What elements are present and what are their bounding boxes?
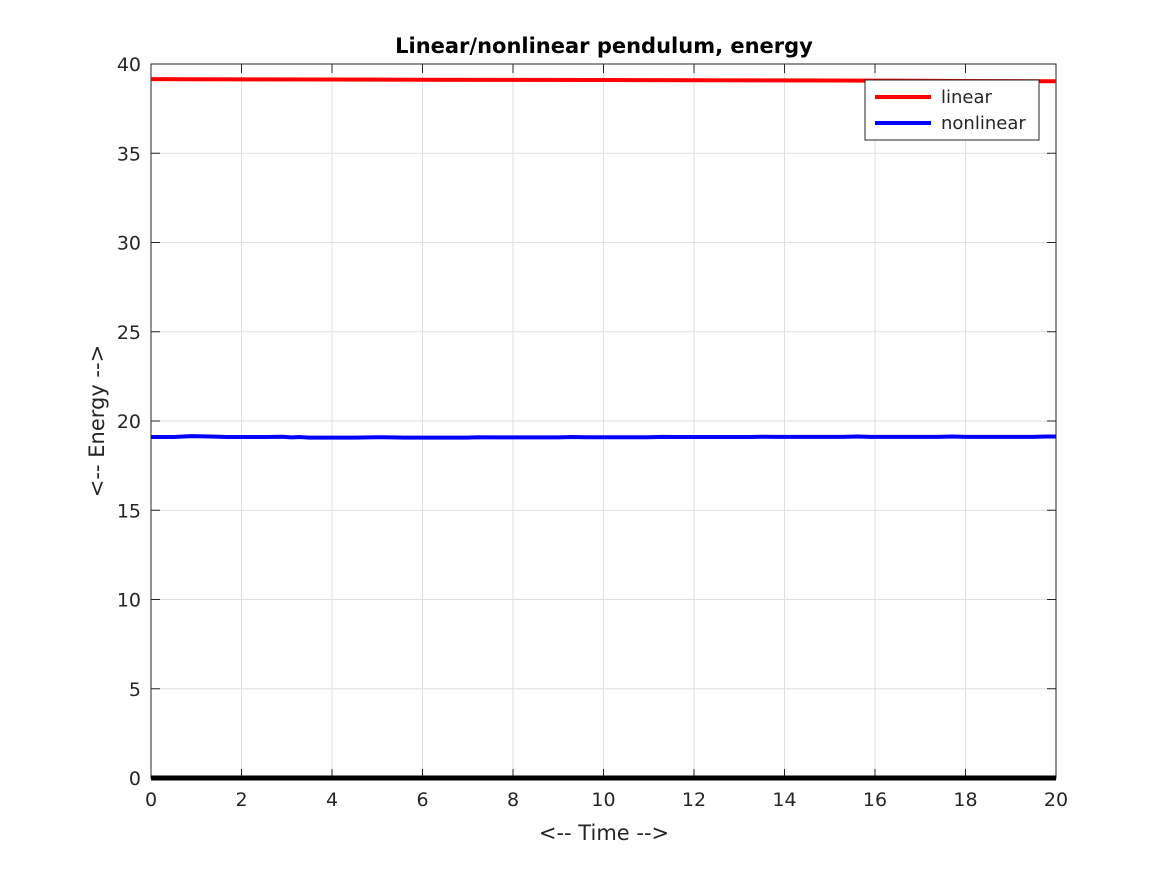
x-tick-label: 8	[507, 789, 519, 811]
x-tick-label: 0	[145, 789, 157, 811]
y-tick-label: 10	[117, 590, 141, 612]
y-tick-label: 30	[117, 233, 141, 255]
x-tick-label: 20	[1044, 789, 1068, 811]
y-tick-label: 35	[117, 143, 141, 165]
x-tick-label: 4	[326, 789, 338, 811]
x-tick-label: 12	[682, 789, 706, 811]
chart-title: Linear/nonlinear pendulum, energy	[395, 34, 813, 58]
legend-box	[864, 79, 1040, 141]
series-line-nonlinear	[151, 434, 1056, 440]
legend-label-linear: linear	[941, 87, 993, 108]
x-tick-label: 10	[591, 789, 615, 811]
y-axis-label: <-- Energy -->	[85, 345, 109, 497]
y-tick-label: 20	[117, 411, 141, 433]
y-tick-label: 15	[117, 500, 141, 522]
x-axis-label: <-- Time -->	[539, 821, 669, 845]
y-tick-label: 40	[117, 54, 141, 76]
y-tick-label: 0	[129, 768, 141, 790]
y-tick-label: 25	[117, 322, 141, 344]
x-tick-label: 16	[863, 789, 887, 811]
y-tick-label: 5	[129, 679, 141, 701]
legend-label-nonlinear: nonlinear	[941, 113, 1026, 134]
x-tick-label: 14	[772, 789, 796, 811]
plot-area: 0 2 4 6 8 10 12 14 16 18 20 0 5 10 15 20 25 30 35 40 linear n…	[117, 54, 1068, 811]
x-tick-label: 2	[235, 789, 247, 811]
x-tick-label: 6	[416, 789, 428, 811]
x-tick-label: 18	[953, 789, 977, 811]
